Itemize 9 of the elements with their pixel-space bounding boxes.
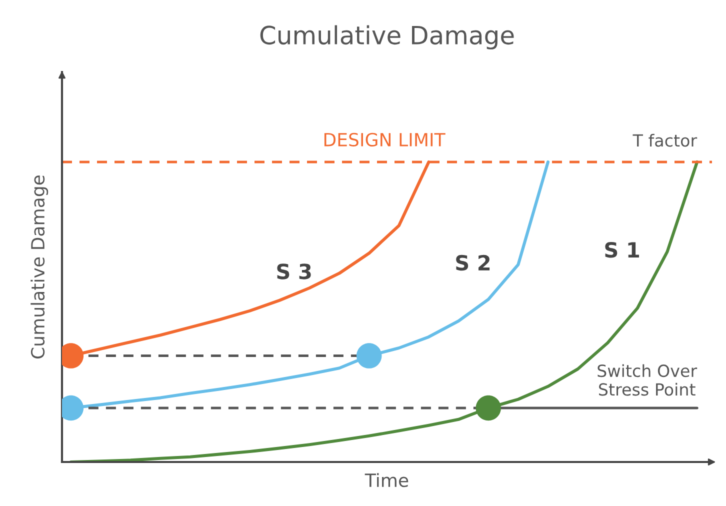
annotation: Switch Over Stress Point xyxy=(598,364,698,396)
series-label: S 3 xyxy=(277,264,311,280)
y-axis-title: Cumulative Damage xyxy=(30,175,48,358)
series-label: S 1 xyxy=(605,242,640,258)
series-label: S 2 xyxy=(456,254,490,271)
ref-line-label: DESIGN LIMIT xyxy=(324,132,446,146)
x-axis-title: Time xyxy=(364,473,408,488)
text: T factor xyxy=(632,134,698,147)
chart-title: Cumulative Damage xyxy=(260,25,514,50)
